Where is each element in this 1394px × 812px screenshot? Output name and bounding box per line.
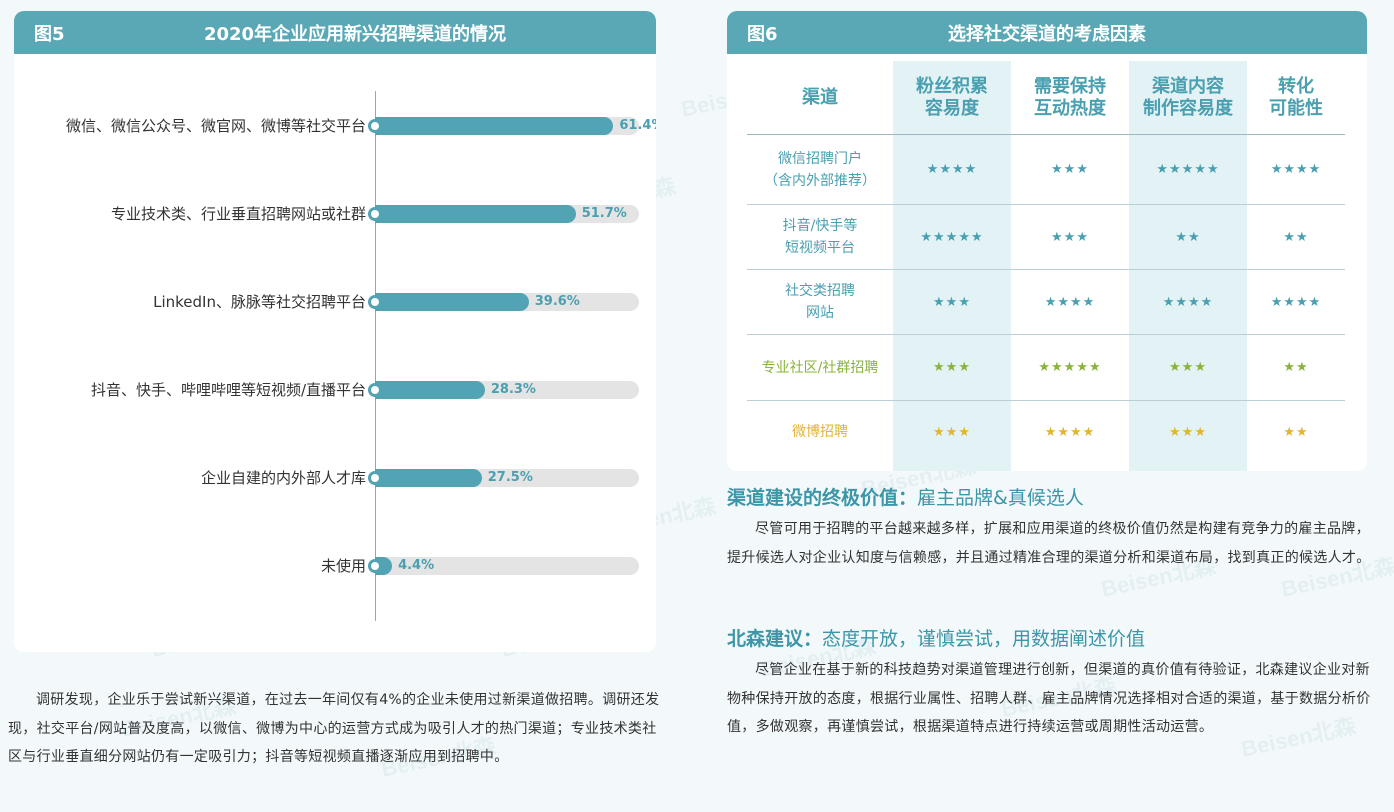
table-row: 专业社区/社群招聘 ★★★ ★★★★★ ★★★ ★★ xyxy=(747,335,1345,401)
bar-row: 专业技术类、行业垂直招聘网站或社群 51.7% xyxy=(14,204,656,224)
bar-track xyxy=(375,557,639,575)
left-paragraph: 调研发现，企业乐于尝试新兴渠道，在过去一年间仅有4%的企业未使用过新渠道做招聘。… xyxy=(8,692,660,765)
star-rating: ★★★★★ xyxy=(1156,162,1220,177)
table-header-cell: 渠道 xyxy=(802,86,838,108)
bar-row: 未使用 4.4% xyxy=(14,556,656,576)
bar-category-label: 企业自建的内外部人才库 xyxy=(200,469,366,487)
table-header-cell: 需要保持 互动热度 xyxy=(1034,75,1106,119)
bar xyxy=(375,205,576,223)
column-highlight xyxy=(1129,61,1247,471)
section2-title-key: 北森建议： xyxy=(727,628,823,650)
channel-name: 抖音/快手等 短视频平台 xyxy=(782,218,858,256)
bar-origin-dot xyxy=(368,559,382,573)
figure5-title: 2020年企业应用新兴招聘渠道的情况 xyxy=(203,23,507,45)
bar-category-label: 未使用 xyxy=(320,557,366,575)
table-row: 微信招聘门户 （含内外部推荐） ★★★★ ★★★ ★★★★★ ★★★★ xyxy=(747,135,1345,205)
figure6-panel: 图6 选择社交渠道的考虑因素 渠道 粉丝积累 容易度 需要保持 互动热度 渠道内容 制… xyxy=(727,11,1367,471)
bar-category-label: 微信、微信公众号、微官网、微博等社交平台 xyxy=(65,117,366,135)
bar-value-label: 4.4% xyxy=(398,558,435,573)
table-header-cell: 粉丝积累 容易度 xyxy=(916,75,988,119)
channel-name: 社交类招聘 网站 xyxy=(785,283,855,321)
bar-origin-dot xyxy=(368,383,382,397)
section2-title-value: 态度开放，谨慎尝试，用数据阐述价值 xyxy=(822,628,1146,650)
section2-heading: 北森建议：态度开放，谨慎尝试，用数据阐述价值 xyxy=(727,625,1375,653)
section2-body: 尽管企业在基于新的科技趋势对渠道管理进行创新，但渠道的真价值有待验证，北森建议企… xyxy=(727,662,1371,735)
chart-axis-line xyxy=(375,91,376,621)
bar-origin-dot xyxy=(368,207,382,221)
bar xyxy=(375,117,614,135)
bar-value-label: 61.4% xyxy=(619,118,656,133)
channel-name: 专业社区/社群招聘 xyxy=(761,359,879,376)
bar xyxy=(375,469,482,487)
star-rating: ★★★★ xyxy=(1044,294,1096,310)
star-rating: ★★ xyxy=(1175,229,1201,245)
bar xyxy=(375,381,485,399)
bar-category-label: 抖音、快手、哔哩哔哩等短视频/直播平台 xyxy=(90,381,366,399)
bar-value-label: 27.5% xyxy=(487,470,533,485)
channel-name: 微信招聘门户 （含内外部推荐） xyxy=(764,150,876,189)
section1-body: 尽管可用于招聘的平台越来越多样，扩展和应用渠道的终极价值仍然是构建有竞争力的雇主… xyxy=(727,521,1371,566)
column-highlight xyxy=(893,61,1011,471)
star-rating: ★★★ xyxy=(1169,360,1207,375)
bar-category-label: LinkedIn、脉脉等社交招聘平台 xyxy=(153,293,366,311)
table-header-cell: 转化 可能性 xyxy=(1269,75,1323,119)
figure5-panel: 图5 2020年企业应用新兴招聘渠道的情况 微信、微信公众号、微官网、微博等社交… xyxy=(14,11,656,652)
figure5-header: 图5 2020年企业应用新兴招聘渠道的情况 xyxy=(14,11,656,54)
bar-row: 微信、微信公众号、微官网、微博等社交平台 61.4% xyxy=(14,116,656,136)
figure6-title: 选择社交渠道的考虑因素 xyxy=(948,23,1146,45)
star-rating: ★★★ xyxy=(1051,229,1089,245)
star-rating: ★★★★ xyxy=(1044,424,1096,440)
section1-title-key: 渠道建设的终极价值： xyxy=(727,487,918,509)
star-rating: ★★ xyxy=(1283,229,1309,245)
star-rating: ★★★ xyxy=(1051,162,1089,177)
table-row: 抖音/快手等 短视频平台 ★★★★★ ★★★ ★★ ★★ xyxy=(747,205,1345,270)
bar-row: 抖音、快手、哔哩哔哩等短视频/直播平台 28.3% xyxy=(14,380,656,400)
star-rating: ★★★ xyxy=(1169,424,1207,440)
star-rating: ★★★★★ xyxy=(920,229,984,245)
table-row: 社交类招聘 网站 ★★★ ★★★★ ★★★★ ★★★★ xyxy=(747,270,1345,335)
figure5-label: 图5 xyxy=(34,23,65,45)
star-rating: ★★★ xyxy=(933,360,971,375)
bar-category-label: 专业技术类、行业垂直招聘网站或社群 xyxy=(110,205,366,223)
figure6-label: 图6 xyxy=(747,23,778,45)
bar-row: 企业自建的内外部人才库 27.5% xyxy=(14,468,656,488)
star-rating: ★★★★ xyxy=(1270,294,1322,310)
table-header-row: 渠道 粉丝积累 容易度 需要保持 互动热度 渠道内容 制作容易度 转化 可能性 xyxy=(747,61,1345,135)
section1-title-value: 雇主品牌&真候选人 xyxy=(917,487,1084,509)
table-row: 微博招聘 ★★★ ★★★★ ★★★ ★★ xyxy=(747,401,1345,463)
section-ultimate-value: 渠道建设的终极价值：雇主品牌&真候选人 尽管可用于招聘的平台越来越多样，扩展和应… xyxy=(727,484,1375,572)
bar-origin-dot xyxy=(368,471,382,485)
star-rating: ★★★★ xyxy=(926,162,978,177)
section1-heading: 渠道建设的终极价值：雇主品牌&真候选人 xyxy=(727,484,1375,512)
star-rating: ★★ xyxy=(1283,424,1309,440)
left-text-block: 调研发现，企业乐于尝试新兴渠道，在过去一年间仅有4%的企业未使用过新渠道做招聘。… xyxy=(8,686,660,772)
star-rating: ★★★★ xyxy=(1270,162,1322,177)
table-header-cell: 渠道内容 制作容易度 xyxy=(1143,75,1233,119)
bar-value-label: 39.6% xyxy=(534,294,580,309)
bar-origin-dot xyxy=(368,295,382,309)
bar xyxy=(375,293,529,311)
bar-row: LinkedIn、脉脉等社交招聘平台 39.6% xyxy=(14,292,656,312)
section-recommendation: 北森建议：态度开放，谨慎尝试，用数据阐述价值 尽管企业在基于新的科技趋势对渠道管… xyxy=(727,625,1375,742)
channel-name: 微博招聘 xyxy=(792,424,848,440)
bar-value-label: 51.7% xyxy=(581,206,627,221)
star-rating: ★★★★ xyxy=(1162,294,1214,310)
bar-value-label: 28.3% xyxy=(490,382,536,397)
star-rating: ★★★★★ xyxy=(1038,360,1102,375)
star-rating: ★★ xyxy=(1283,360,1309,375)
star-rating: ★★★ xyxy=(933,424,971,440)
figure6-header: 图6 选择社交渠道的考虑因素 xyxy=(727,11,1367,54)
factor-table: 渠道 粉丝积累 容易度 需要保持 互动热度 渠道内容 制作容易度 转化 可能性微信招聘门… xyxy=(747,61,1345,463)
bar-origin-dot xyxy=(368,119,382,133)
star-rating: ★★★ xyxy=(933,294,971,310)
